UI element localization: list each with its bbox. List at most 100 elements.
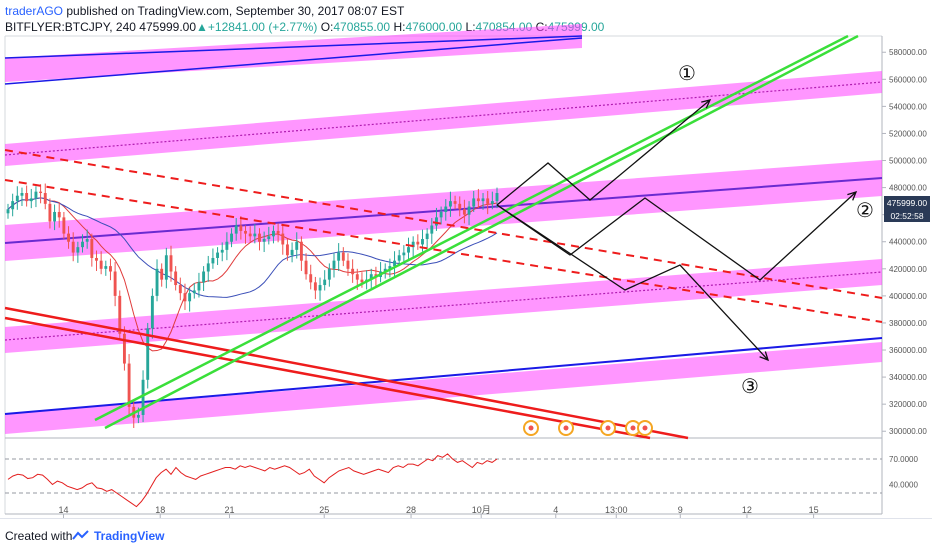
- trend-lines[interactable]: [4, 34, 883, 440]
- candle-body: [272, 230, 275, 237]
- band-bottom: [5, 342, 882, 434]
- price-axis-labels: 580000.00 560000.00 540000.00 520000.00 5000…: [882, 48, 927, 436]
- candle-body: [244, 230, 247, 234]
- scenario-2-arrow-head: [847, 190, 858, 201]
- x-tick-label: 21: [225, 505, 235, 515]
- candle-body: [285, 244, 289, 256]
- candle-body: [425, 233, 429, 240]
- scenario-paths[interactable]: [496, 99, 858, 362]
- symbol-label[interactable]: BITFLYER:BTCJPY, 240: [5, 20, 136, 34]
- countdown-tag: [884, 209, 930, 222]
- y-tick-label: 420000.00: [889, 265, 927, 274]
- candle-body: [146, 328, 150, 380]
- high-value: 476000.00: [405, 20, 463, 34]
- last-price-tag-text: 475999.00: [887, 198, 927, 208]
- x-tick-label: 18: [155, 505, 165, 515]
- candle-body: [25, 193, 29, 202]
- candle-body: [299, 241, 303, 261]
- candle-body: [211, 257, 215, 264]
- scenario-3-arrow[interactable]: [496, 204, 769, 361]
- candle-body: [104, 266, 108, 269]
- publish-info: published on TradingView.com, September …: [66, 4, 405, 18]
- candle-body: [402, 252, 406, 256]
- candle-body: [150, 295, 154, 329]
- candle-body: [206, 263, 210, 272]
- candle-body: [295, 241, 299, 250]
- scenario-1-arrow[interactable]: [496, 99, 711, 206]
- event-marker-dot-4: [630, 425, 636, 431]
- candle-body: [397, 255, 401, 261]
- candle-body: [290, 249, 294, 256]
- candle-body: [11, 201, 15, 210]
- candle-body: [411, 241, 415, 248]
- candle-body: [67, 233, 70, 242]
- candle-body: [388, 266, 392, 269]
- candle-body: [6, 209, 10, 214]
- y-tick-label: 360000.00: [889, 346, 927, 355]
- candle-body: [476, 198, 480, 202]
- red-trend-line-a[interactable]: [4, 306, 689, 440]
- candle-body: [313, 282, 317, 291]
- countdown-tag-text: 02:52:58: [890, 211, 923, 221]
- candle-body: [169, 255, 173, 272]
- scenario-label-1: ①: [678, 61, 696, 85]
- candle-body: [281, 233, 285, 245]
- rsi-axis-label-70: 70.0000: [889, 455, 918, 464]
- rsi-pane: 70.0000 40.0000: [5, 453, 918, 508]
- candle-body: [472, 198, 476, 207]
- footer-bar: Created with TradingView: [0, 518, 932, 551]
- candle-body: [448, 201, 452, 207]
- candle-body: [155, 268, 159, 296]
- x-tick-label: 10月: [472, 505, 491, 515]
- price-change: +12841.00 (+2.77%): [207, 20, 318, 34]
- candle-body: [481, 198, 485, 202]
- green-channel-line-lower[interactable]: [104, 34, 859, 430]
- scenario-2-arrow[interactable]: [496, 191, 857, 281]
- candle-body: [490, 201, 494, 204]
- x-tick-label: 13:00: [605, 505, 628, 515]
- candle-body: [15, 195, 19, 202]
- tradingview-brand-link[interactable]: TradingView: [94, 529, 165, 543]
- candle-body: [253, 233, 257, 237]
- candle-body: [421, 239, 424, 245]
- scenario-label-3: ③: [741, 374, 759, 398]
- candle-body: [332, 260, 336, 269]
- blue-line-bottom: [4, 337, 883, 415]
- author-link[interactable]: traderAGO: [5, 4, 64, 18]
- candle-body: [95, 257, 98, 261]
- blue-line-top-b: [4, 37, 583, 85]
- ma-slow-line: [7, 197, 498, 298]
- x-tick-label: 12: [742, 505, 752, 515]
- candle-body: [202, 271, 206, 283]
- candle-body: [323, 279, 327, 286]
- y-tick-label: 540000.00: [889, 102, 927, 111]
- event-markers[interactable]: [523, 420, 653, 436]
- candle-body: [216, 252, 220, 258]
- red-trend-line-b[interactable]: [4, 316, 651, 440]
- candle-body: [118, 295, 122, 334]
- x-tick-label: 28: [406, 505, 416, 515]
- purple-line-middle: [4, 177, 883, 244]
- band-lower: [5, 259, 882, 353]
- publish-line: traderAGO published on TradingView.com, …: [5, 3, 604, 19]
- candle-body: [48, 203, 52, 222]
- scenario-1-arrow-head: [701, 99, 712, 109]
- y-tick-label: 580000.00: [889, 48, 927, 57]
- candle-body: [355, 274, 359, 280]
- candle-body: [225, 241, 229, 250]
- candle-body: [76, 247, 80, 253]
- rsi-axis-label-40: 40.0000: [889, 481, 918, 490]
- y-tick-label: 480000.00: [889, 184, 927, 193]
- tradingview-logo-icon: [72, 530, 89, 540]
- green-channel-line-upper[interactable]: [94, 34, 849, 422]
- candle-body: [462, 209, 466, 215]
- band-top: [5, 24, 582, 82]
- candle-body: [327, 268, 331, 280]
- candle-body: [122, 333, 126, 364]
- event-marker-dot-3: [605, 425, 611, 431]
- candlesticks: [6, 183, 499, 428]
- high-label: H:: [393, 20, 406, 34]
- open-value: 470855.00: [333, 20, 391, 34]
- candle-body: [85, 239, 89, 242]
